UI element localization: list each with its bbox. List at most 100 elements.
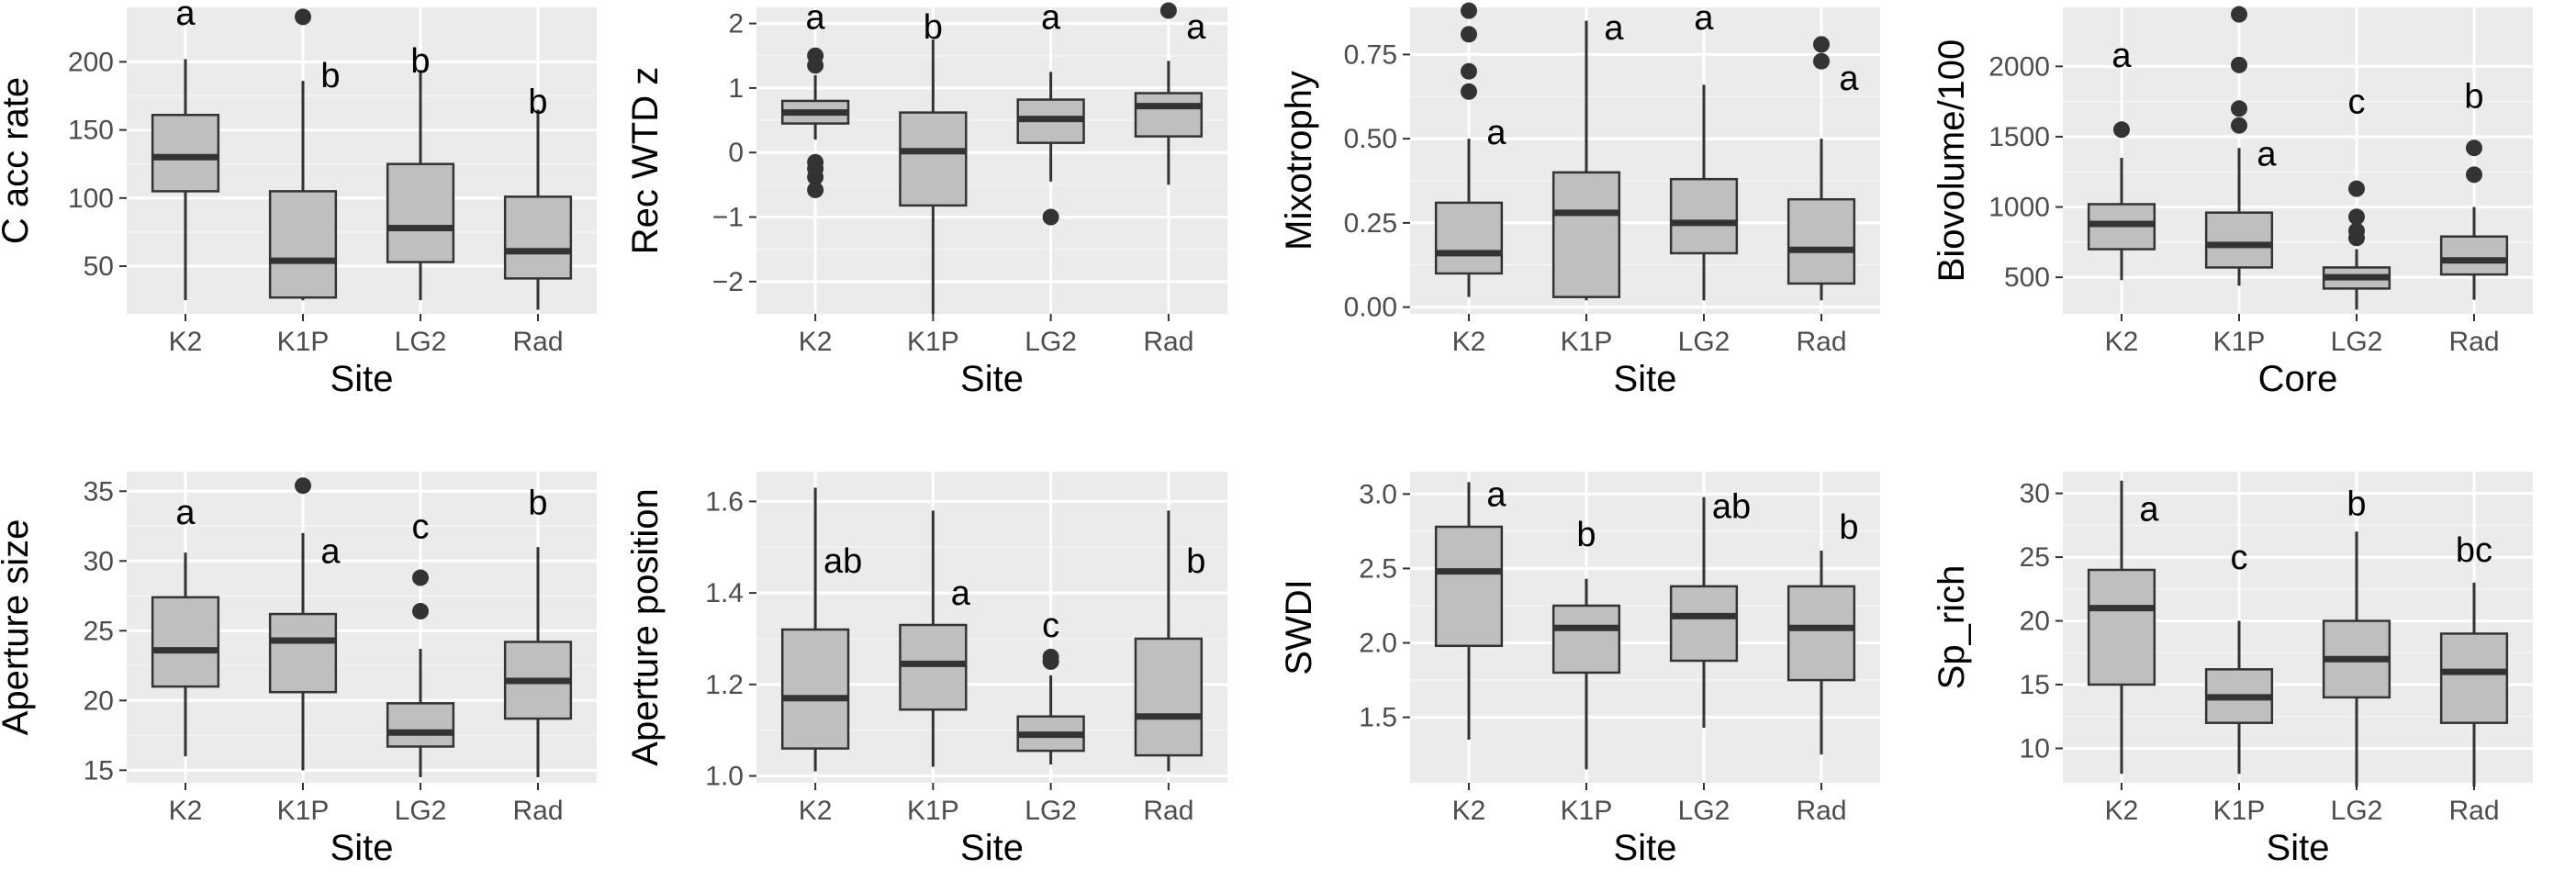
significance-letter: a [1186,8,1206,47]
box-rad [1134,2,1204,185]
panel-aperture-size: 15 20 25 30 35 K2 K1P LG2 Rad a a c b Site Aperture si… [0,472,597,868]
box-k1p [899,510,968,767]
box-rad [1786,36,1856,301]
significance-letter: a [1604,9,1624,48]
significance-letter: a [2111,37,2132,75]
x-tick-label: LG2 [1025,796,1077,826]
y-tick-label: 25 [84,616,114,646]
x-tick-label: K2 [2105,796,2139,826]
box-k2 [1434,482,1504,740]
y-axis-title: SWDI [1279,579,1319,675]
panel-c-acc-rate: 50 100 150 200 K2 K1P LG2 Rad a b b b Site C acc rate [0,0,597,399]
y-tick-label: 1.5 [1359,703,1397,733]
box-k2 [151,552,220,757]
x-tick-label: K2 [799,796,833,826]
box-iqr [2087,568,2156,686]
x-axis-title: Core [2258,359,2338,399]
y-tick-label: 25 [2020,542,2050,573]
box-k1p [1551,20,1621,301]
significance-letter: b [1839,508,1858,547]
box-lg2 [386,569,455,777]
box-iqr [2439,235,2509,276]
significance-letter: c [2348,84,2366,122]
panel-sp-rich: 10 15 20 25 30 K2 K1P LG2 Rad a c b bc Site Sp_rich [1932,472,2533,868]
y-tick-label: 0.50 [1344,124,1397,154]
box-iqr [1434,201,1504,275]
outlier-point [1461,26,1477,43]
box-iqr [2204,211,2274,269]
x-tick-label: K1P [2213,327,2266,357]
x-tick-label: K1P [907,796,959,826]
significance-letter: a [806,0,826,38]
x-tick-label: K2 [169,327,203,357]
box-k2 [151,59,220,301]
y-tick-label: 0.75 [1344,39,1397,70]
box-iqr [268,190,338,299]
y-tick-label: 35 [84,476,114,507]
x-axis-title: Site [1614,359,1677,399]
x-tick-label: Rad [512,796,563,826]
outlier-point [1042,652,1059,670]
significance-letter: b [2346,485,2366,524]
box-rad [2439,139,2509,300]
significance-letter: a [1486,475,1506,514]
box-rad [503,547,573,777]
outlier-point [295,8,311,26]
y-tick-label: 15 [84,755,114,786]
y-tick-label: 1 [728,73,744,104]
significance-letter: a [1839,60,1859,98]
panel-background [756,7,1227,314]
significance-letter: a [1041,0,1061,38]
y-tick-label: 2 [728,9,744,39]
significance-letter: ab [1712,487,1751,526]
outlier-point [412,569,429,586]
significance-letter: b [924,8,943,47]
significance-letter: b [410,42,430,81]
significance-letter: b [2464,78,2483,117]
box-iqr [386,162,455,263]
outlier-point [2348,208,2365,226]
outlier-point [1461,2,1477,19]
x-tick-label: K1P [2213,796,2266,826]
box-iqr [1786,197,1856,285]
x-tick-label: K1P [907,327,959,357]
x-tick-label: K1P [277,796,330,826]
outlier-point [2466,166,2482,184]
x-tick-label: Rad [1796,327,1846,357]
y-tick-label: 15 [2020,670,2050,700]
box-k2 [780,47,850,198]
significance-letter: a [175,0,196,33]
y-axis-title: Rec WTD z [625,67,666,254]
outlier-point [807,168,824,185]
x-axis-title: Site [330,828,394,868]
y-tick-label: 20 [84,686,114,716]
significance-letter: a [951,574,971,613]
box-k1p [2204,6,2274,286]
y-tick-label: 1000 [1988,193,2050,223]
x-tick-label: LG2 [2331,327,2383,357]
box-lg2 [1669,496,1739,728]
y-tick-label: 20 [2020,607,2050,637]
y-tick-label: 2000 [1988,51,2050,82]
box-iqr [151,114,220,193]
y-tick-label: −1 [712,203,744,233]
box-iqr [1551,604,1621,675]
box-iqr [1134,92,1204,138]
x-tick-label: LG2 [2331,796,2383,826]
y-tick-label: 2.5 [1359,553,1397,584]
x-tick-label: LG2 [1025,327,1077,357]
x-axis-title: Site [2267,828,2330,868]
x-tick-label: K2 [169,796,203,826]
y-tick-label: 0 [728,138,744,168]
outlier-point [1159,2,1177,19]
y-axis-title: C acc rate [0,77,36,244]
box-iqr [1786,585,1856,682]
panel-mixotrophy: 0.00 0.25 0.50 0.75 K2 K1P LG2 Rad a a a a Site Mixot… [1279,0,1880,399]
panel-rec-wtd-z: −2 −1 0 1 2 K2 K1P LG2 Rad a b a a Site Rec WTD z [625,0,1227,399]
outlier-point [2113,121,2130,139]
significance-letter: c [2231,539,2248,577]
outlier-point [1461,83,1477,100]
x-tick-label: Rad [512,327,563,357]
box-iqr [268,612,338,694]
outlier-point [412,603,429,620]
